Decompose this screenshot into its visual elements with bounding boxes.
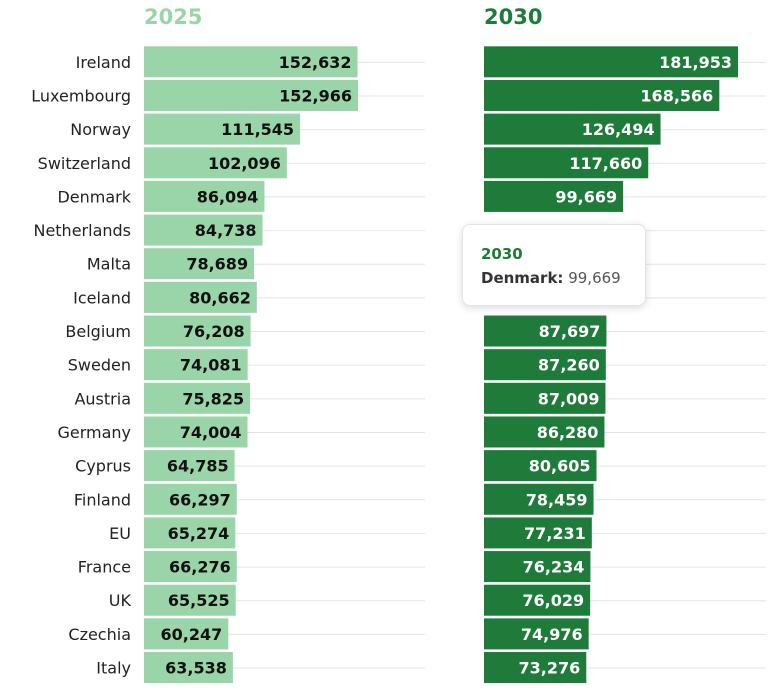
data-label-2030: 76,029 xyxy=(522,591,584,610)
data-label-2030: 181,953 xyxy=(659,53,732,72)
category-label: Denmark xyxy=(57,187,131,206)
bar-2025 xyxy=(144,517,236,549)
tooltip: 2030 Denmark: 99,669 xyxy=(462,224,646,306)
bar-2025 xyxy=(144,248,255,280)
data-label-2025: 86,094 xyxy=(197,187,259,206)
bar-2030 xyxy=(484,79,720,111)
bar-2030 xyxy=(484,450,597,482)
category-label: Netherlands xyxy=(33,221,131,240)
data-label-2030: 168,566 xyxy=(640,86,713,105)
category-label: Switzerland xyxy=(38,154,131,173)
category-label: Germany xyxy=(57,423,131,442)
bar-2025 xyxy=(144,147,287,179)
category-label: Norway xyxy=(70,120,131,139)
data-label-2025: 60,247 xyxy=(161,625,223,644)
data-label-2025: 111,545 xyxy=(221,120,294,139)
bar-2025 xyxy=(144,46,358,78)
bar-2025 xyxy=(144,315,251,347)
data-label-2025: 75,825 xyxy=(182,389,244,408)
bar-2030 xyxy=(484,180,624,212)
data-label-2030: 87,697 xyxy=(539,322,601,341)
category-label: Cyprus xyxy=(75,457,131,476)
bar-2025 xyxy=(144,180,265,212)
category-label: Italy xyxy=(96,659,131,678)
data-label-2025: 65,274 xyxy=(168,524,230,543)
data-label-2030: 77,231 xyxy=(524,524,586,543)
bar-2025 xyxy=(144,652,233,684)
bar-2030 xyxy=(484,113,661,145)
bar-2025 xyxy=(144,214,263,246)
tooltip-line: Denmark: 99,669 xyxy=(481,267,645,289)
tooltip-arrow xyxy=(544,214,564,225)
bar-2025 xyxy=(144,113,301,145)
data-label-2030: 76,234 xyxy=(523,558,585,577)
data-label-2030: 78,459 xyxy=(526,490,588,509)
bar-2025 xyxy=(144,79,358,111)
bar-2030 xyxy=(484,46,738,78)
bar-2030 xyxy=(484,349,606,381)
data-label-2030: 99,669 xyxy=(555,187,617,206)
data-label-2025: 84,738 xyxy=(195,221,257,240)
bar-2025 xyxy=(144,584,236,616)
bar-2030 xyxy=(484,517,592,549)
data-label-2030: 74,976 xyxy=(521,625,583,644)
category-label: France xyxy=(78,558,131,577)
bar-2030 xyxy=(484,382,606,414)
data-label-2025: 76,208 xyxy=(183,322,245,341)
bar-2030 xyxy=(484,416,605,448)
data-label-2030: 126,494 xyxy=(582,120,655,139)
category-label: Finland xyxy=(74,490,131,509)
series-title-2025: 2025 xyxy=(144,5,202,29)
data-label-2030: 87,260 xyxy=(538,356,600,375)
data-label-2030: 87,009 xyxy=(538,389,600,408)
tooltip-title: 2030 xyxy=(481,245,523,263)
series-title-2030: 2030 xyxy=(484,5,542,29)
data-label-2025: 74,004 xyxy=(180,423,242,442)
data-label-2025: 63,538 xyxy=(165,659,227,678)
bar-2025 xyxy=(144,416,248,448)
category-label: Belgium xyxy=(65,322,131,341)
bar-2025 xyxy=(144,349,248,381)
data-label-2025: 152,966 xyxy=(279,86,352,105)
category-label: Austria xyxy=(74,389,131,408)
bar-2025 xyxy=(144,551,237,583)
category-label: Iceland xyxy=(73,288,131,307)
bar-2030 xyxy=(484,147,649,179)
category-label: Luxembourg xyxy=(31,86,131,105)
bar-2030 xyxy=(484,315,607,347)
data-label-2030: 117,660 xyxy=(569,154,642,173)
category-label: Czechia xyxy=(68,625,131,644)
data-label-2025: 66,297 xyxy=(169,490,231,509)
tooltip-label: Denmark: xyxy=(481,269,564,287)
data-label-2030: 86,280 xyxy=(537,423,599,442)
bar-2030 xyxy=(484,483,594,515)
bar-2025 xyxy=(144,382,251,414)
bar-2030 xyxy=(484,618,589,650)
data-label-2025: 74,081 xyxy=(180,356,242,375)
data-label-2025: 80,662 xyxy=(189,288,251,307)
category-label: Malta xyxy=(87,255,131,274)
data-label-2025: 66,276 xyxy=(169,558,231,577)
data-label-2025: 152,632 xyxy=(279,53,352,72)
data-label-2030: 73,276 xyxy=(519,659,581,678)
tooltip-value: 99,669 xyxy=(568,269,621,287)
bar-2025 xyxy=(144,450,235,482)
bar-2025 xyxy=(144,483,237,515)
data-label-2030: 80,605 xyxy=(529,457,591,476)
data-label-2025: 65,525 xyxy=(168,591,230,610)
bar-2025 xyxy=(144,618,229,650)
category-label: Sweden xyxy=(68,356,131,375)
bar-2030 xyxy=(484,652,587,684)
data-label-2025: 102,096 xyxy=(208,154,281,173)
category-label: Ireland xyxy=(76,53,131,72)
category-label: EU xyxy=(109,524,131,543)
data-label-2025: 64,785 xyxy=(167,457,229,476)
bar-2030 xyxy=(484,551,591,583)
category-label: UK xyxy=(109,591,132,610)
bar-2030 xyxy=(484,584,591,616)
data-label-2025: 78,689 xyxy=(186,255,248,274)
bar-2025 xyxy=(144,281,257,313)
